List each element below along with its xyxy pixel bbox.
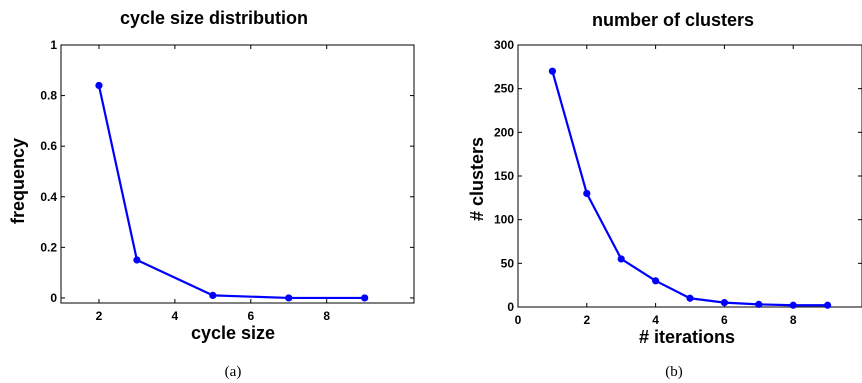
chart-b-xtick-label: 4 — [652, 313, 659, 327]
chart-b-xtick-label: 6 — [721, 313, 728, 327]
chart-a-plot-frame — [61, 45, 414, 303]
chart-a-ytick-label: 0.8 — [40, 89, 57, 103]
chart-a-data-point — [133, 256, 140, 263]
chart-a-series-line — [99, 85, 365, 297]
chart-a-title: cycle size distribution — [120, 8, 308, 28]
chart-b-data-point — [755, 301, 762, 308]
chart-b-series-line — [552, 71, 827, 305]
chart-b-marks — [549, 68, 831, 309]
chart-a-ylabel: frequency — [8, 138, 28, 224]
chart-a-ytick-label: 0 — [50, 291, 57, 305]
chart-b-ytick-label: 200 — [494, 125, 514, 139]
chart-b-caption: (b) — [665, 364, 683, 380]
chart-b-ytick-label: 100 — [494, 213, 514, 227]
chart-a-xtick-label: 8 — [323, 309, 330, 323]
chart-b-ytick-label: 250 — [494, 82, 514, 96]
chart-a-ytick-label: 0.4 — [40, 190, 57, 204]
chart-b-plot-frame — [518, 45, 862, 307]
chart-b-xtick-label: 2 — [583, 313, 590, 327]
chart-b-data-point — [824, 302, 831, 309]
chart-b-data-point — [652, 277, 659, 284]
chart-b-ticks: 0 2 4 6 8 0 50 100 150 200 250 300 — [494, 38, 862, 327]
chart-a-data-point — [285, 294, 292, 301]
chart-b-xtick-label: 8 — [790, 313, 797, 327]
chart-a-data-point — [209, 292, 216, 299]
chart-b-data-point — [721, 299, 728, 306]
chart-b-xtick-label: 0 — [515, 313, 522, 327]
chart-a-data-point — [361, 294, 368, 301]
chart-b-data-point — [549, 68, 556, 75]
chart-a-xtick-label: 4 — [172, 309, 179, 323]
chart-a-data-point — [95, 82, 102, 89]
chart-b-ytick-label: 300 — [494, 38, 514, 52]
chart-a-xtick-label: 6 — [247, 309, 254, 323]
chart-cycle-size-distribution: cycle size distribution cycle size frequ… — [8, 8, 414, 380]
chart-b-data-point — [790, 302, 797, 309]
chart-b-title: number of clusters — [592, 10, 754, 30]
chart-b-ytick-label: 0 — [507, 300, 514, 314]
chart-a-ytick-label: 1 — [50, 38, 57, 52]
chart-a-ticks: 2 4 6 8 0 0.2 0.4 0.6 0.8 1 — [40, 38, 414, 323]
chart-a-xlabel: cycle size — [191, 323, 275, 343]
chart-a-ytick-label: 0.6 — [40, 139, 57, 153]
chart-b-ytick-label: 50 — [501, 256, 515, 270]
chart-b-data-point — [618, 255, 625, 262]
chart-a-xtick-label: 2 — [96, 309, 103, 323]
chart-number-of-clusters: number of clusters # iterations # cluste… — [467, 10, 862, 380]
chart-b-data-point — [583, 190, 590, 197]
chart-a-marks — [95, 82, 368, 302]
chart-a-ytick-label: 0.2 — [40, 240, 57, 254]
chart-b-data-point — [686, 295, 693, 302]
chart-b-xlabel: # iterations — [639, 327, 735, 347]
chart-a-caption: (a) — [225, 364, 242, 380]
chart-b-ylabel: # clusters — [467, 137, 487, 221]
chart-b-ytick-label: 150 — [494, 169, 514, 183]
